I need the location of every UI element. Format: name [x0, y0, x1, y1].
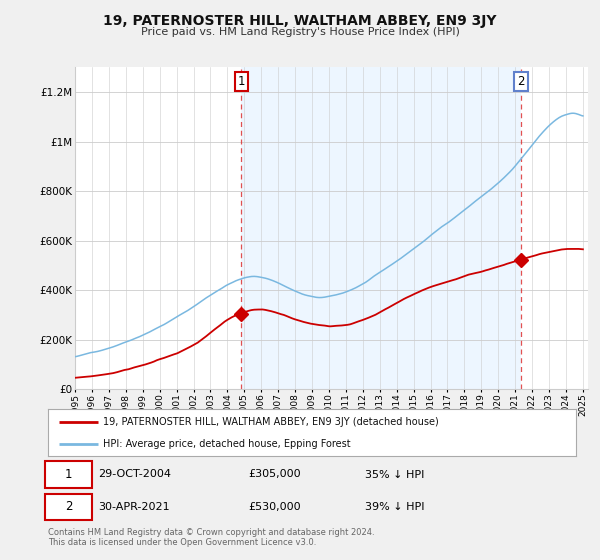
Text: 19, PATERNOSTER HILL, WALTHAM ABBEY, EN9 3JY: 19, PATERNOSTER HILL, WALTHAM ABBEY, EN9…	[103, 14, 497, 28]
Text: 30-APR-2021: 30-APR-2021	[98, 502, 170, 512]
Text: Price paid vs. HM Land Registry's House Price Index (HPI): Price paid vs. HM Land Registry's House …	[140, 27, 460, 37]
Text: 39% ↓ HPI: 39% ↓ HPI	[365, 502, 424, 512]
Text: HPI: Average price, detached house, Epping Forest: HPI: Average price, detached house, Eppi…	[103, 438, 351, 449]
Text: 35% ↓ HPI: 35% ↓ HPI	[365, 469, 424, 479]
Text: 29-OCT-2004: 29-OCT-2004	[98, 469, 171, 479]
Text: £305,000: £305,000	[248, 469, 301, 479]
Text: 1: 1	[238, 75, 245, 88]
Text: 19, PATERNOSTER HILL, WALTHAM ABBEY, EN9 3JY (detached house): 19, PATERNOSTER HILL, WALTHAM ABBEY, EN9…	[103, 417, 439, 427]
Text: 1: 1	[65, 468, 73, 481]
FancyBboxPatch shape	[46, 494, 92, 520]
Text: Contains HM Land Registry data © Crown copyright and database right 2024.
This d: Contains HM Land Registry data © Crown c…	[48, 528, 374, 547]
Bar	[241, 67, 521, 389]
Text: £530,000: £530,000	[248, 502, 301, 512]
Text: 2: 2	[517, 75, 524, 88]
FancyBboxPatch shape	[46, 461, 92, 488]
Text: 2: 2	[65, 501, 73, 514]
